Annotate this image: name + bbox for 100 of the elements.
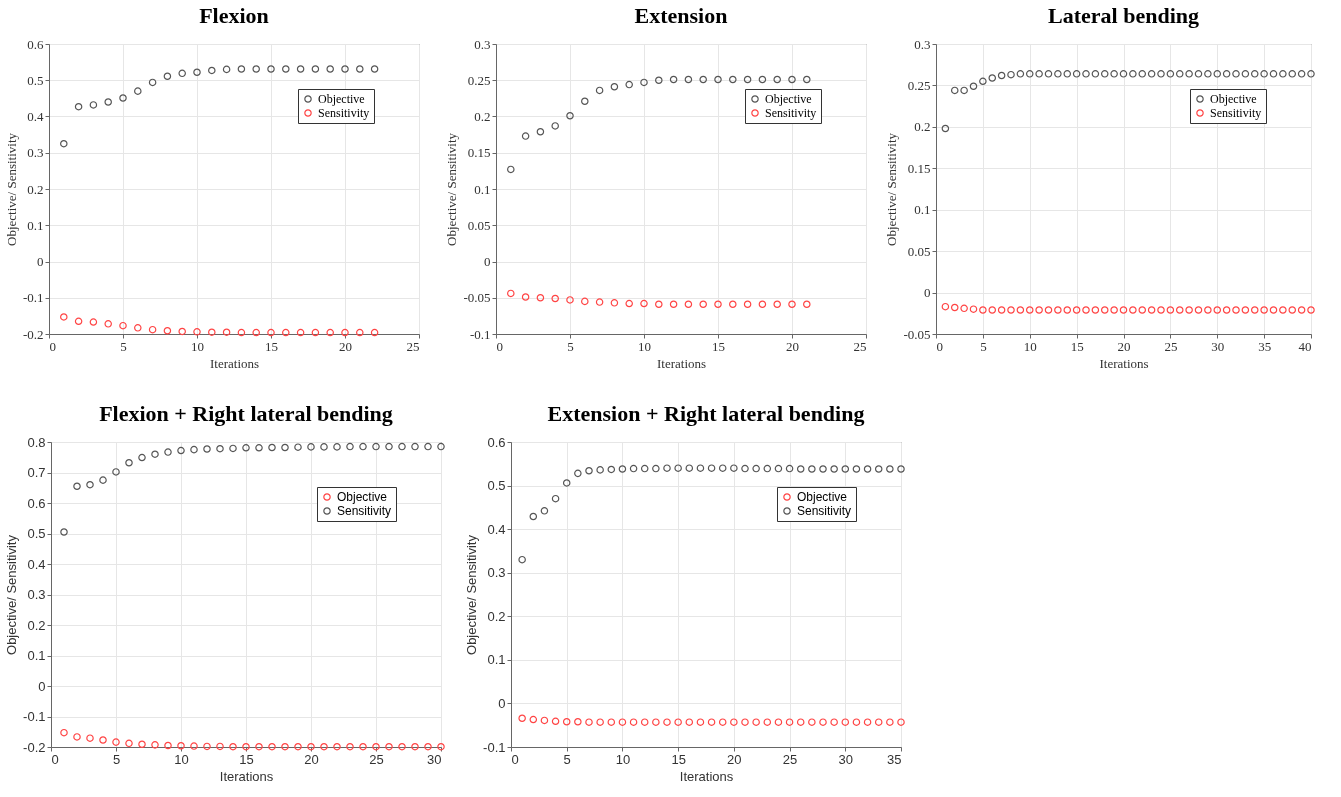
point xyxy=(125,458,133,467)
point xyxy=(1185,70,1193,78)
point xyxy=(897,465,905,473)
point xyxy=(988,74,997,82)
point xyxy=(607,718,616,726)
y-tick-label: 0.2 xyxy=(27,617,46,633)
point xyxy=(521,132,530,140)
point xyxy=(1025,306,1034,314)
x-tick-label: 15 xyxy=(265,338,278,354)
x-axis-title: Iterations xyxy=(209,355,260,371)
point xyxy=(282,65,290,73)
point xyxy=(1072,70,1081,78)
y-tick-label: 0.3 xyxy=(27,587,46,602)
point xyxy=(979,306,987,314)
point xyxy=(1100,70,1109,78)
point xyxy=(763,718,772,726)
point xyxy=(1119,70,1128,78)
point xyxy=(163,72,172,81)
x-tick-label: 15 xyxy=(712,338,725,354)
point xyxy=(625,80,633,89)
point xyxy=(803,300,811,309)
point xyxy=(507,165,515,174)
x-axis-title: Iterations xyxy=(679,768,734,784)
point xyxy=(267,65,275,73)
point xyxy=(796,718,805,726)
point xyxy=(320,742,328,751)
point xyxy=(89,318,98,326)
point xyxy=(640,718,649,726)
point xyxy=(863,465,872,473)
point xyxy=(73,482,81,490)
y-tick-label: 0.5 xyxy=(27,72,44,88)
y-tick-label: 0.4 xyxy=(487,521,506,537)
point xyxy=(119,321,127,330)
point xyxy=(886,718,894,726)
point xyxy=(640,464,649,473)
point xyxy=(359,742,367,751)
chart-title: Extension + Right lateral bending xyxy=(547,401,865,426)
point xyxy=(333,742,341,751)
chart-title: Flexion + Right lateral bending xyxy=(99,401,393,426)
point xyxy=(610,83,619,91)
y-tick-label: 0.3 xyxy=(914,36,931,52)
point xyxy=(655,300,663,309)
point xyxy=(518,714,526,722)
legend-label: Sensitivity xyxy=(765,106,817,120)
x-tick-label: 10 xyxy=(174,751,189,767)
chart-title: Flexion xyxy=(199,3,269,28)
point xyxy=(119,94,127,102)
point xyxy=(785,464,794,473)
point xyxy=(193,68,201,77)
y-tick-label: 0.8 xyxy=(27,434,46,450)
point xyxy=(674,464,682,472)
point xyxy=(1138,306,1147,314)
point xyxy=(178,327,186,336)
point xyxy=(1091,70,1100,78)
point xyxy=(536,127,545,136)
x-tick-label: 5 xyxy=(563,751,571,767)
point xyxy=(685,464,694,472)
point xyxy=(1054,306,1062,314)
point xyxy=(819,718,827,726)
point xyxy=(372,442,380,451)
legend-label: Objective xyxy=(797,490,848,504)
point xyxy=(507,289,515,298)
point xyxy=(741,718,749,726)
point xyxy=(551,717,560,726)
point xyxy=(398,442,406,451)
point xyxy=(1025,70,1034,78)
y-tick-label: 0.7 xyxy=(27,465,46,480)
point xyxy=(551,122,559,130)
point xyxy=(685,718,694,726)
point xyxy=(1297,306,1306,314)
x-axis-title: Iterations xyxy=(656,355,707,371)
point xyxy=(752,464,760,473)
x-tick-label: 30 xyxy=(1211,338,1225,354)
legend-label: Objective xyxy=(765,92,812,106)
point xyxy=(640,299,648,308)
point xyxy=(830,465,838,473)
point xyxy=(696,718,705,726)
point xyxy=(581,297,589,306)
point xyxy=(785,718,794,726)
point xyxy=(696,464,705,472)
legend-label: Objective xyxy=(337,490,388,504)
point xyxy=(177,446,185,455)
x-tick-label: 20 xyxy=(339,338,352,354)
point xyxy=(242,444,250,452)
point xyxy=(969,305,978,313)
point xyxy=(581,97,589,106)
point xyxy=(1016,306,1025,314)
point xyxy=(529,715,538,724)
point xyxy=(216,742,224,751)
point xyxy=(950,303,959,312)
point xyxy=(596,466,604,474)
y-tick-label: 0.05 xyxy=(907,243,931,259)
point xyxy=(203,445,211,453)
y-tick-label: 0.2 xyxy=(914,119,931,135)
y-axis-title: Objective/ Sensitivity xyxy=(4,534,20,655)
point xyxy=(730,464,738,472)
point xyxy=(74,102,83,111)
y-axis-title: Objective/ Sensitivity xyxy=(884,132,900,247)
point xyxy=(652,464,660,473)
point xyxy=(1260,70,1268,78)
